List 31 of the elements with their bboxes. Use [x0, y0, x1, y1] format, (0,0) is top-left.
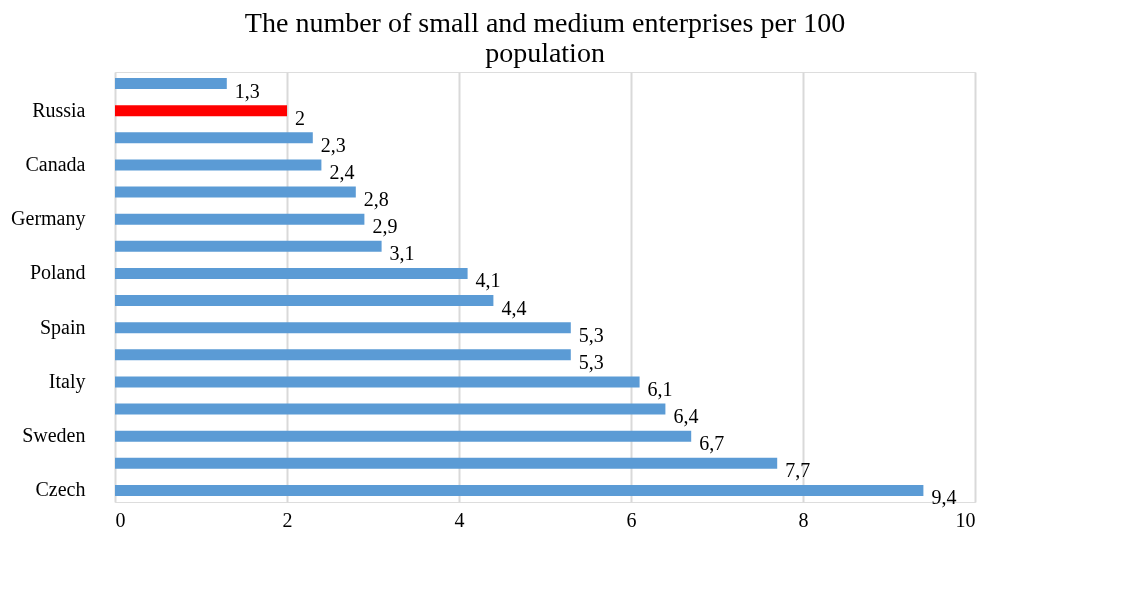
data-label: 5,3: [578, 350, 604, 373]
data-label: 2,4: [329, 160, 355, 183]
y-tick-label: Germany: [11, 207, 86, 231]
data-label: 2: [295, 106, 305, 129]
y-tick-label: Poland: [29, 261, 86, 284]
x-tick-label: 6: [626, 508, 637, 531]
data-label: 7,7: [785, 459, 811, 482]
data-label: 5,3: [578, 323, 604, 346]
data-label: 4,4: [501, 296, 527, 319]
y-tick-label: Sweden: [22, 424, 86, 447]
x-tick-label: 4: [454, 508, 465, 531]
x-tick-label: 0: [115, 508, 126, 531]
data-label: 2,9: [372, 215, 398, 238]
data-label: 6,7: [699, 432, 725, 455]
data-label: 6,1: [647, 377, 673, 400]
data-label: 6,4: [673, 405, 699, 428]
data-label: 4,1: [475, 269, 501, 292]
x-tick-label: 8: [798, 508, 809, 531]
data-label: 1,3: [234, 79, 260, 102]
data-label: 2,8: [363, 188, 389, 211]
x-tick-label: 2: [282, 508, 293, 531]
y-tick-label: Canada: [25, 152, 86, 175]
x-tick-label: 10: [955, 508, 976, 531]
data-label: 2,3: [320, 133, 346, 156]
y-tick-label: Russia: [32, 98, 86, 121]
y-tick-label: Italy: [48, 369, 86, 393]
data-label: 3,1: [389, 242, 415, 265]
y-tick-label: Spain: [39, 315, 86, 339]
chart-title: The number of small and medium enterprises per 100 population: [244, 7, 846, 68]
data-label: 9,4: [931, 486, 957, 509]
y-tick-label: Czech: [35, 478, 86, 501]
